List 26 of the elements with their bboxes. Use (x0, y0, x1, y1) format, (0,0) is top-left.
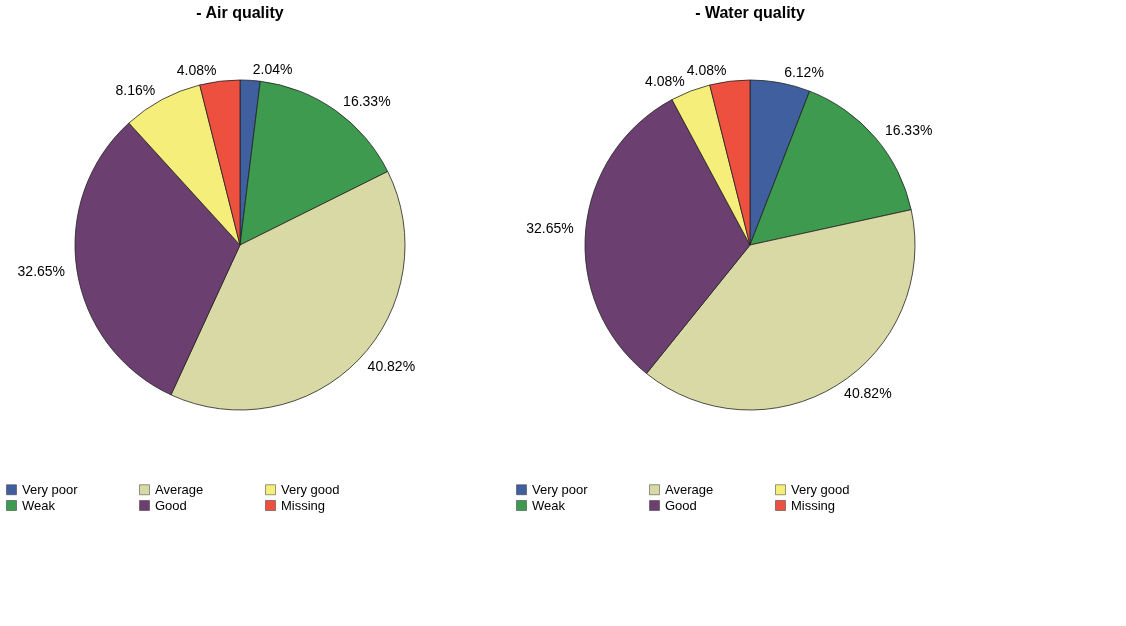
data-label: 40.82% (844, 384, 892, 401)
data-label: 4.08% (686, 62, 727, 79)
data-label: 4.08% (176, 62, 217, 79)
legend-label: Very poor (532, 481, 589, 497)
data-label: 32.65% (17, 262, 66, 279)
legend-label: Very good (791, 481, 850, 497)
chart-title: - Air quality (196, 4, 284, 21)
legend-label: Very poor (22, 481, 79, 497)
data-label: 8.16% (115, 81, 156, 98)
data-label: 32.65% (526, 219, 574, 236)
data-label: 40.82% (367, 357, 416, 374)
data-label: 4.08% (645, 72, 685, 89)
legend-label: Average (155, 481, 204, 497)
data-label: 16.33% (343, 93, 391, 110)
legend-label: Missing (791, 497, 836, 513)
chart-title: - Water quality (695, 4, 805, 21)
legend-label: Good (665, 497, 697, 513)
legend-label: Very good (281, 481, 340, 497)
data-label: 16.33% (884, 122, 933, 139)
data-label: 6.12% (784, 63, 824, 80)
legend-label: Weak (532, 497, 566, 513)
legend-label: Good (155, 497, 187, 513)
legend-label: Weak (22, 497, 56, 513)
legend-label: Missing (281, 497, 326, 513)
legend-label: Average (665, 481, 714, 497)
data-label: 2.04% (252, 61, 293, 78)
